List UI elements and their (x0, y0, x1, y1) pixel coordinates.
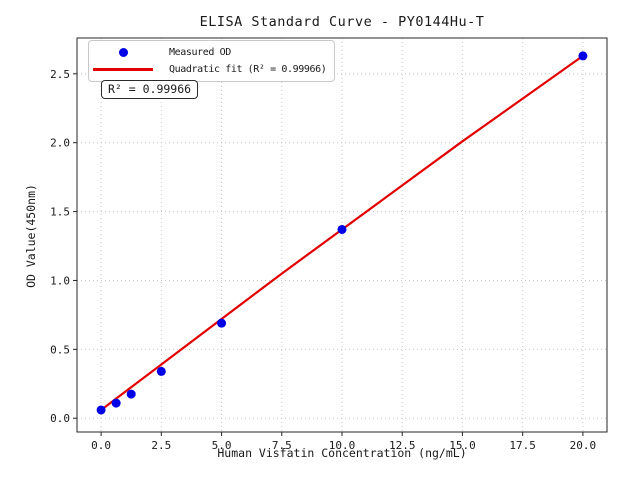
legend-entry-quadratic-fit: Quadratic fit (R² = 0.99966) (91, 62, 327, 77)
y-tick-label: 0.0 (50, 412, 70, 425)
y-tick-label: 2.0 (50, 137, 70, 150)
y-tick-label: 2.5 (50, 68, 70, 81)
data-point (126, 389, 136, 399)
x-tick-label: 0.0 (91, 439, 111, 452)
x-tick-label: 15.0 (449, 439, 476, 452)
legend-handle (91, 48, 155, 57)
y-tick-label: 1.5 (50, 206, 70, 219)
measured-od-dot-icon (118, 48, 128, 57)
data-point (111, 398, 121, 408)
r-squared-annotation: R² = 0.99966 (101, 80, 199, 99)
x-tick-label: 2.5 (151, 439, 171, 452)
x-tick-label: 17.5 (509, 439, 536, 452)
legend-entry-measured-od: Measured OD (91, 45, 326, 60)
legend: Measured OD Quadratic fit (R² = 0.99966) (88, 40, 336, 82)
x-tick-label: 5.0 (212, 439, 232, 452)
legend-handle (91, 68, 155, 71)
data-point (156, 366, 166, 376)
data-point (217, 318, 227, 328)
chart-title: ELISA Standard Curve - PY0144Hu-T (199, 14, 485, 30)
x-tick-label: 10.0 (329, 439, 356, 452)
y-tick-label: 0.5 (50, 343, 70, 356)
data-point (337, 224, 347, 234)
quadratic-fit-line-icon (93, 68, 153, 71)
data-point (578, 51, 588, 61)
legend-label-measured-od: Measured OD (169, 47, 231, 58)
legend-label-quadratic-fit: Quadratic fit (R² = 0.99966) (169, 64, 327, 75)
x-tick-label: 20.0 (570, 439, 597, 452)
x-tick-label: 12.5 (389, 439, 416, 452)
data-point (96, 405, 106, 415)
y-tick-label: 1.0 (50, 274, 70, 287)
x-tick-label: 7.5 (272, 439, 292, 452)
x-axis-label: Human Visfatin Concentration (ng/mL) (217, 446, 467, 460)
